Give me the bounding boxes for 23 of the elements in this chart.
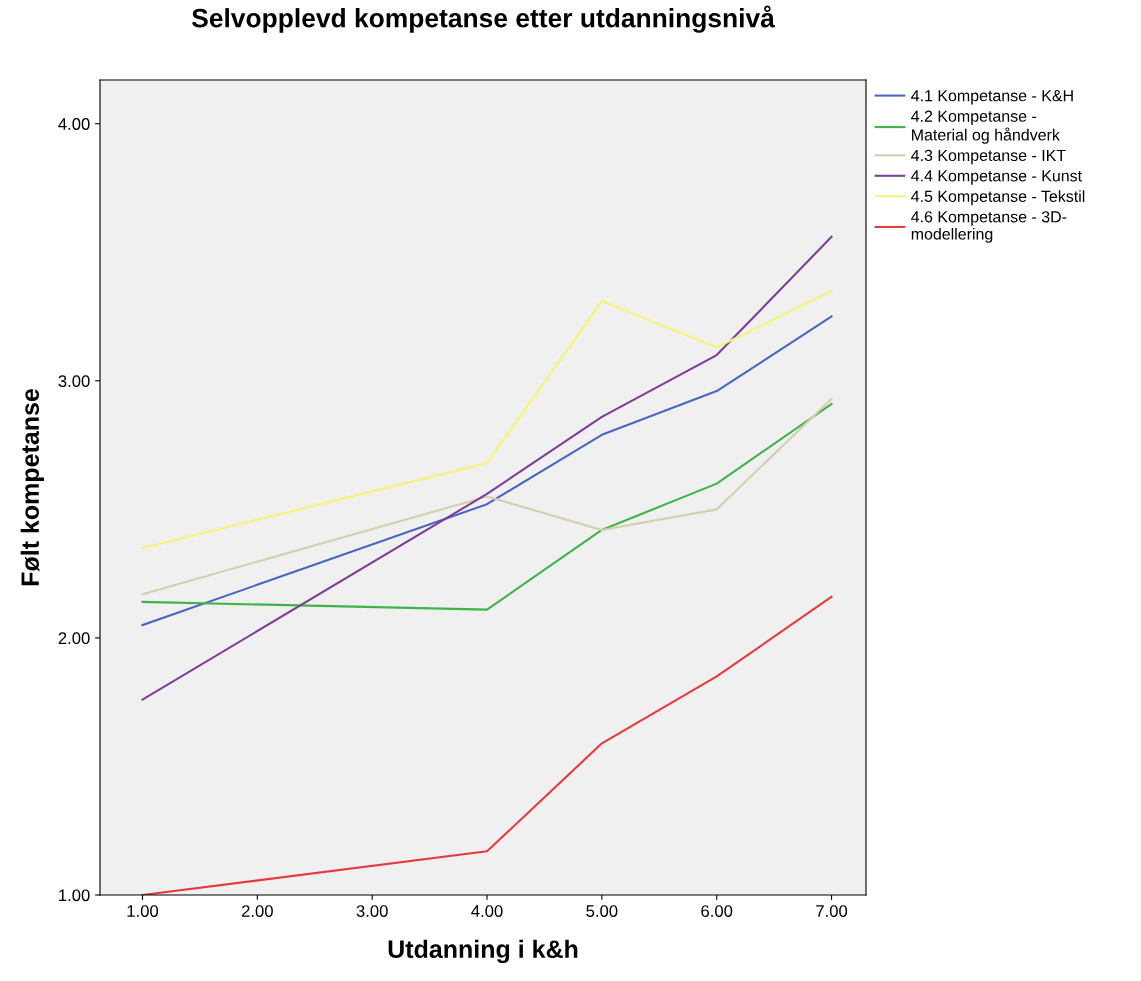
chart-title: Selvopplevd kompetanse etter utdanningsnivå: [191, 5, 775, 33]
legend-label: 4.3 Kompetanse - IKT: [911, 149, 1066, 165]
line-series: [141, 315, 833, 627]
x-axis-title: Utdanning i k&h: [388, 939, 578, 964]
x-tick-label: 2.00: [241, 905, 273, 917]
y-axis-title: Følt kompetanse: [20, 389, 44, 586]
x-tick-label: 3.00: [356, 905, 388, 917]
legend-label: 4.2 Kompetanse - Material og håndverk: [911, 110, 1060, 144]
x-tick-label: 7.00: [816, 905, 848, 917]
line-series: [141, 235, 833, 701]
y-tick-label: 4.00: [58, 118, 90, 130]
legend-label: 4.1 Kompetanse - K&H: [911, 90, 1073, 105]
y-tick-label: 1.00: [59, 889, 90, 902]
y-tick-label: 3.00: [58, 375, 90, 388]
legend-label: 4.5 Kompetanse - Tekstil: [911, 190, 1085, 206]
x-tick-label: 5.00: [586, 905, 618, 917]
legend-label: 4.6 Kompetanse - 3D- modellering: [911, 211, 1067, 243]
line-series: [141, 289, 833, 549]
x-tick-label: 6.00: [701, 905, 733, 917]
x-tick-label: 4.00: [471, 905, 503, 917]
x-tick-label: 1.00: [127, 905, 159, 917]
y-tick-label: 2.00: [58, 632, 90, 645]
legend-label: 4.4 Kompetanse - Kunst: [911, 170, 1082, 185]
